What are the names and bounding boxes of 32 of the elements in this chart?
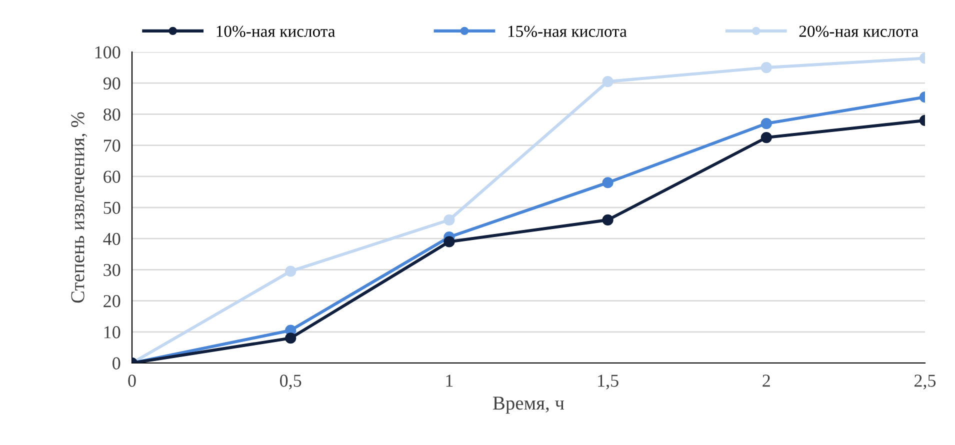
x-axis-title: Время, ч [493,396,564,414]
y-tick-label: 30 [104,264,120,276]
y-tick-label: 100 [95,46,120,58]
x-tick-label: 0,5 [280,374,302,390]
y-tick-label: 20 [104,295,120,308]
x-tick-label: 1 [446,374,453,387]
point [444,236,455,248]
y-tick-label: 50 [104,202,120,214]
point [285,266,296,277]
y-tick-label: 90 [103,77,120,90]
point [602,214,614,226]
legend-label: 15%-ная кислота [508,26,627,38]
y-tick-label: 10 [104,326,120,338]
x-tick-label: 2 [762,374,770,387]
y-axis-title: Степень извлечения, % [71,112,88,303]
point [444,214,455,226]
x-tick-label: 2,5 [914,374,936,390]
legend-label: 20%-ная кислота [799,26,918,38]
point [285,332,296,344]
y-tick-label: 60 [104,170,120,183]
point [760,118,772,130]
point [760,132,772,144]
y-tick-label: 80 [104,108,120,121]
point [602,177,614,188]
x-tick-label: 1,5 [598,374,618,390]
point [760,62,772,74]
y-tick-label: 70 [104,140,120,152]
point [602,76,614,88]
y-tick-label: 40 [103,232,120,246]
legend-label: 10%-ная кислота [216,26,336,38]
y-tick-label: 0 [112,357,120,370]
x-tick-label: 0 [128,374,136,387]
